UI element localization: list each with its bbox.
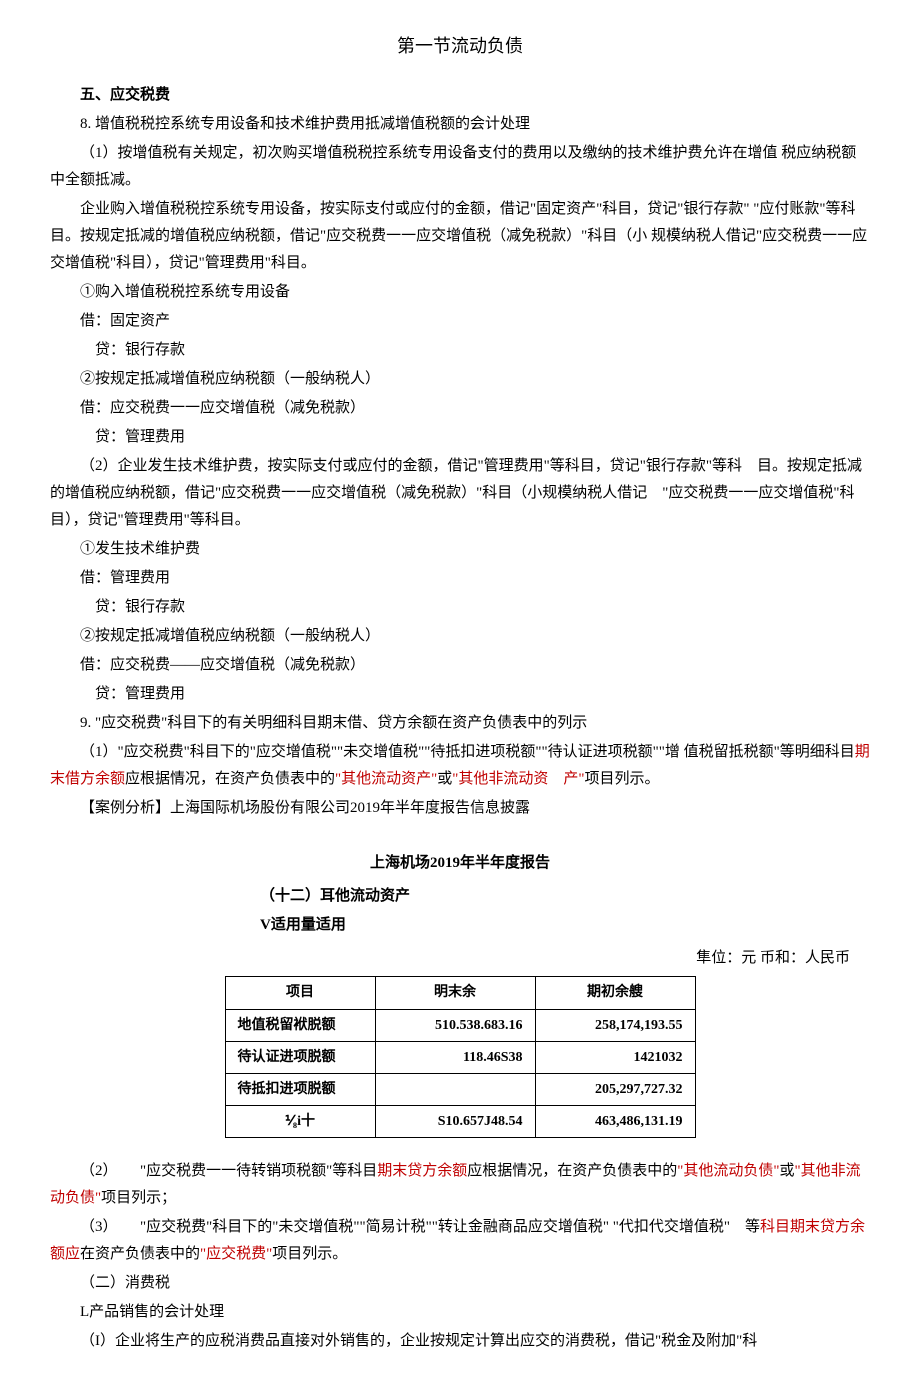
- text-9-2-end: 项目列示；: [101, 1190, 176, 1206]
- para-9-2: （2） "应交税费一一待转销项税额"等科目期末贷方余额应根据情况，在资产负债表中…: [50, 1158, 870, 1212]
- case-label: 【案例分析】上海国际机场股份有限公司2019年半年度报告信息披露: [50, 795, 870, 822]
- table-cell: 待抵扣进项脱额: [225, 1073, 375, 1105]
- para-L: L产品销售的会计处理: [50, 1299, 870, 1326]
- table-row: 待抵扣进项脱额 205,297,727.32: [225, 1073, 695, 1105]
- table-header-row: 项目 明末余 期初余艘: [225, 977, 695, 1009]
- para-8-4: 借：固定资产: [50, 308, 870, 335]
- para-I: （I）企业将生产的应税消费品直接对外销售的，企业按规定计算出应交的消费税，借记"…: [50, 1328, 870, 1355]
- table-title: 上海机场2019年半年度报告: [50, 850, 870, 877]
- table-cell: 205,297,727.32: [535, 1073, 695, 1105]
- para-8-13: ②按规定抵减增值税应纳税额（一般纳税人）: [50, 623, 870, 650]
- text-9-3-pre: （3） "应交税费"科目下的"未交增值税""简易计税""转让金融商品应交增值税"…: [80, 1219, 760, 1235]
- para-8-15: 贷：管理费用: [50, 681, 870, 708]
- table-cell: 463,486,131.19: [535, 1106, 695, 1138]
- text-9-1-red3: "其他非流动资 产": [452, 771, 584, 787]
- text-9-3-red2: "应交税费": [200, 1246, 272, 1262]
- table-cell: 地值税留袱脱额: [225, 1009, 375, 1041]
- page-title: 第一节流动负债: [50, 30, 870, 62]
- text-9-1-end: 项目列示。: [585, 771, 660, 787]
- para-8-1: （1）按增值税有关规定，初次购买增值税税控系统专用设备支付的费用以及缴纳的技术维…: [50, 140, 870, 194]
- para-8-8: 贷：管理费用: [50, 424, 870, 451]
- heading-five: 五、应交税费: [50, 82, 870, 109]
- text-9-1-red2: "其他流动资产": [335, 771, 437, 787]
- para-8-5: 贷：银行存款: [50, 337, 870, 364]
- text-9-2-mid1: 应根据情况，在资产负债表中的: [467, 1163, 677, 1179]
- table-cell: 1421032: [535, 1041, 695, 1073]
- para-8-12: 贷：银行存款: [50, 594, 870, 621]
- text-9-1-mid2: 或: [437, 771, 452, 787]
- table-cell: [375, 1073, 535, 1105]
- para-9-1: （1）"应交税费"科目下的"应交增值税""未交增值税""待抵扣进项税额""待认证…: [50, 739, 870, 793]
- para-8-7: 借：应交税费一一应交增值税（减免税款）: [50, 395, 870, 422]
- text-9-3-mid: 在资产负债表中的: [80, 1246, 200, 1262]
- table-row: 待认证进项脱额 118.46S38 1421032: [225, 1041, 695, 1073]
- table-row: 地值税留袱脱额 510.538.683.16 258,174,193.55: [225, 1009, 695, 1041]
- para-8-10: ①发生技术维护费: [50, 536, 870, 563]
- table-cell: 待认证进项脱额: [225, 1041, 375, 1073]
- table-cell: 258,174,193.55: [535, 1009, 695, 1041]
- para-8: 8. 增值税税控系统专用设备和技术维护费用抵减增值税额的会计处理: [50, 111, 870, 138]
- table-header-1: 项目: [225, 977, 375, 1009]
- para-8-11: 借：管理费用: [50, 565, 870, 592]
- sub-heading-2: V适用量适用: [260, 912, 870, 939]
- para-8-14: 借：应交税费——应交增值税（减免税款）: [50, 652, 870, 679]
- table-row: ⅟₈i十 S10.657J48.54 463,486,131.19: [225, 1106, 695, 1138]
- text-9-2-mid2: 或: [780, 1163, 795, 1179]
- table-header-2: 明末余: [375, 977, 535, 1009]
- text-9-1-mid1: 应根据情况，在资产负债表中的: [125, 771, 335, 787]
- para-8-3: ①购入增值税税控系统专用设备: [50, 279, 870, 306]
- text-9-2-red2: "其他流动负债": [677, 1163, 779, 1179]
- para-9: 9. "应交税费"科目下的有关明细科目期末借、贷方余额在资产负债表中的列示: [50, 710, 870, 737]
- sub-heading-1: （十二）耳他流动资产: [260, 883, 870, 910]
- unit-line: 隼位：元 币和：人民币: [50, 945, 850, 972]
- para-8-9: （2）企业发生技术维护费，按实际支付或应付的金额，借记"管理费用"等科目，贷记"…: [50, 453, 870, 534]
- text-9-3-end: 项目列示。: [272, 1246, 347, 1262]
- table-cell: 510.538.683.16: [375, 1009, 535, 1041]
- text-9-2-red1: 期末贷方余额: [377, 1163, 467, 1179]
- table-header-3: 期初余艘: [535, 977, 695, 1009]
- heading-two: （二）消费税: [50, 1270, 870, 1297]
- data-table: 项目 明末余 期初余艘 地值税留袱脱额 510.538.683.16 258,1…: [225, 976, 696, 1138]
- para-9-3: （3） "应交税费"科目下的"未交增值税""简易计税""转让金融商品应交增值税"…: [50, 1214, 870, 1268]
- table-cell: ⅟₈i十: [225, 1106, 375, 1138]
- text-9-2-pre: （2） "应交税费一一待转销项税额"等科目: [80, 1163, 377, 1179]
- para-8-6: ②按规定抵减增值税应纳税额（一般纳税人）: [50, 366, 870, 393]
- table-cell: 118.46S38: [375, 1041, 535, 1073]
- table-cell: S10.657J48.54: [375, 1106, 535, 1138]
- para-8-2: 企业购入增值税税控系统专用设备，按实际支付或应付的金额，借记"固定资产"科目，贷…: [50, 196, 870, 277]
- text-9-1-pre: （1）"应交税费"科目下的"应交增值税""未交增值税""待抵扣进项税额""待认证…: [80, 744, 855, 760]
